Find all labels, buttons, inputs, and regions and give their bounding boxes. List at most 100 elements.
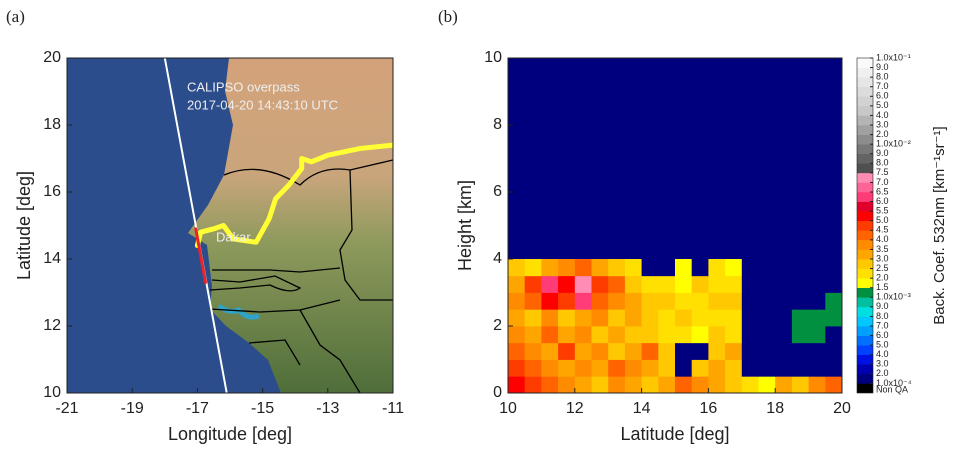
colorbar-segment bbox=[857, 68, 873, 78]
heat-cell bbox=[825, 276, 842, 293]
heat-cell bbox=[708, 360, 725, 377]
y-tick-label: 10 bbox=[484, 49, 502, 66]
heat-cell bbox=[809, 360, 826, 377]
x-tick-label: 18 bbox=[766, 400, 784, 417]
heat-cell bbox=[642, 259, 659, 276]
y-tick-label: 8 bbox=[493, 116, 502, 133]
heat-cell bbox=[642, 343, 659, 360]
heat-cell bbox=[742, 309, 759, 326]
heat-cell bbox=[625, 376, 642, 393]
heat-cell bbox=[759, 276, 776, 293]
heat-cell bbox=[775, 293, 792, 310]
heat-cell bbox=[725, 326, 742, 343]
colorbar-segment bbox=[857, 182, 873, 192]
heat-cell bbox=[692, 326, 709, 343]
heat-cell bbox=[508, 343, 525, 360]
heat-cell bbox=[608, 293, 625, 310]
heat-cell bbox=[541, 259, 558, 276]
heat-cell bbox=[775, 343, 792, 360]
colorbar-tick-label: 5.0 bbox=[876, 100, 889, 110]
colorbar-tick-label: 3.0 bbox=[876, 253, 889, 263]
heat-cell bbox=[592, 343, 609, 360]
heat-cell bbox=[692, 259, 709, 276]
x-tick-label: 12 bbox=[566, 400, 584, 417]
x-tick-label: -17 bbox=[186, 400, 209, 417]
colorbar-segment bbox=[857, 316, 873, 326]
heat-cell bbox=[558, 343, 575, 360]
colorbar-tick-label: 1.0x10⁻¹ bbox=[876, 52, 911, 62]
colorbar-tick-label: 7.0 bbox=[876, 177, 889, 187]
heat-cell bbox=[792, 360, 809, 377]
colorbar-tick-label: 9.0 bbox=[876, 148, 889, 158]
annotation: 2017-04-20 14:43:10 UTC bbox=[187, 97, 338, 112]
colorbar-label: Back. Coef. 532nm [km⁻¹sr⁻¹] bbox=[931, 126, 948, 324]
heat-cell bbox=[775, 309, 792, 326]
heat-cell bbox=[775, 360, 792, 377]
heat-cell bbox=[742, 293, 759, 310]
heat-cell bbox=[708, 326, 725, 343]
heat-cell bbox=[658, 259, 675, 276]
heat-cell bbox=[642, 293, 659, 310]
heat-cell bbox=[642, 276, 659, 293]
x-tick-label: -15 bbox=[251, 400, 274, 417]
y-tick-label: 2 bbox=[493, 317, 502, 334]
heat-cell bbox=[541, 376, 558, 393]
heat-cell bbox=[725, 259, 742, 276]
heat-cell bbox=[625, 326, 642, 343]
colorbar-segment bbox=[857, 58, 873, 68]
y-tick-label: 10 bbox=[43, 384, 61, 401]
heat-cell bbox=[658, 343, 675, 360]
heat-cell bbox=[592, 293, 609, 310]
heat-cell bbox=[558, 326, 575, 343]
figure: (a) (b) -21-19-17-15-13-11101214161820Lo… bbox=[0, 0, 955, 454]
colorbar-segment bbox=[857, 336, 873, 346]
heat-cell bbox=[575, 293, 592, 310]
heat-cell bbox=[725, 343, 742, 360]
heat-cell bbox=[708, 259, 725, 276]
heat-cell bbox=[759, 259, 776, 276]
heat-cell bbox=[658, 326, 675, 343]
heat-cell bbox=[675, 376, 692, 393]
colorbar-segment bbox=[857, 154, 873, 164]
colorbar-segment bbox=[857, 269, 873, 279]
x-tick-label: -19 bbox=[121, 400, 144, 417]
colorbar-segment bbox=[857, 202, 873, 212]
colorbar-segment bbox=[857, 297, 873, 307]
heat-cell bbox=[642, 309, 659, 326]
heat-cell bbox=[558, 259, 575, 276]
heat-cell bbox=[675, 276, 692, 293]
heat-cell bbox=[742, 376, 759, 393]
colorbar-tick-label: 8.0 bbox=[876, 158, 889, 168]
colorbar-nonqa bbox=[857, 383, 873, 393]
heat-cell bbox=[792, 259, 809, 276]
colorbar-segment bbox=[857, 374, 873, 384]
heat-cell bbox=[625, 309, 642, 326]
y-tick-label: 4 bbox=[493, 250, 502, 267]
y-tick-label: 16 bbox=[43, 183, 61, 200]
heat-cell bbox=[541, 326, 558, 343]
colorbar-segment bbox=[857, 211, 873, 221]
heat-cell bbox=[742, 326, 759, 343]
heat-cell bbox=[809, 376, 826, 393]
colorbar-tick-label: 4.0 bbox=[876, 349, 889, 359]
heat-cell bbox=[575, 376, 592, 393]
heat-cell bbox=[525, 326, 542, 343]
heat-cell bbox=[508, 293, 525, 310]
heat-cell bbox=[708, 276, 725, 293]
heat-cell bbox=[759, 360, 776, 377]
colorbar-tick-label: 1.5 bbox=[876, 282, 889, 292]
heat-cell bbox=[508, 360, 525, 377]
x-tick-label: 10 bbox=[499, 400, 517, 417]
heat-cell bbox=[525, 309, 542, 326]
heat-cell bbox=[625, 343, 642, 360]
colorbar-tick-label: 1.0x10⁻² bbox=[876, 139, 911, 149]
heat-cell bbox=[725, 293, 742, 310]
heat-cell bbox=[775, 326, 792, 343]
colorbar-segment bbox=[857, 307, 873, 317]
heat-cell bbox=[675, 326, 692, 343]
heat-cell bbox=[775, 276, 792, 293]
colorbar-tick-label: 2.0 bbox=[876, 273, 889, 283]
heat-cell bbox=[675, 293, 692, 310]
colorbar-segment bbox=[857, 106, 873, 116]
heat-cell bbox=[541, 276, 558, 293]
